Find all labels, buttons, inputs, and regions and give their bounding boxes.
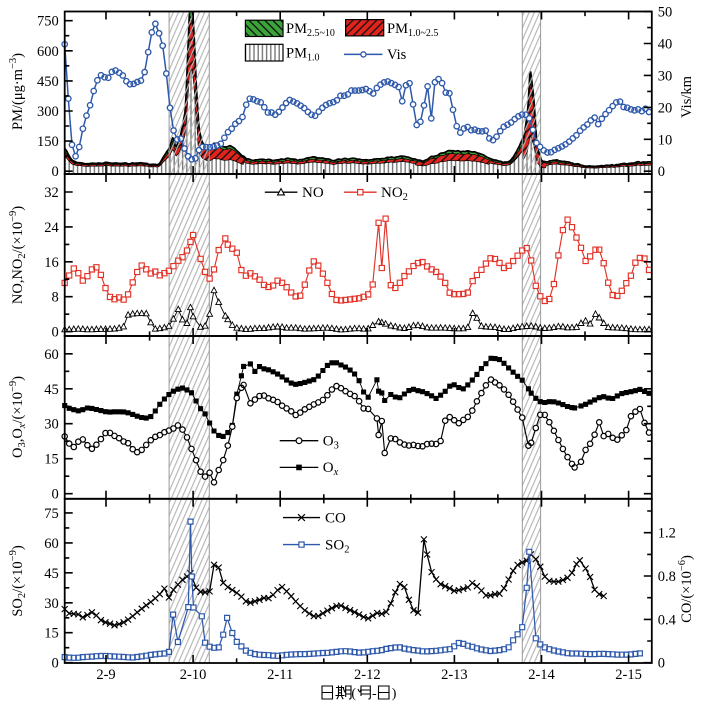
svg-text:50: 50 xyxy=(658,5,673,21)
svg-text:O3,Ox/(×10−9): O3,Ox/(×10−9) xyxy=(8,376,28,458)
svg-text:NO2: NO2 xyxy=(381,185,408,203)
svg-text:PM/(μg·m−3): PM/(μg·m−3) xyxy=(8,53,26,130)
svg-text:40: 40 xyxy=(658,37,673,53)
svg-text:2-15: 2-15 xyxy=(615,667,642,683)
svg-text:750: 750 xyxy=(37,14,59,30)
svg-text:NO: NO xyxy=(302,185,324,201)
svg-text:2-11: 2-11 xyxy=(267,667,293,683)
svg-text:-: - xyxy=(372,687,377,702)
svg-text:75: 75 xyxy=(44,506,59,522)
svg-text:150: 150 xyxy=(37,134,59,150)
svg-text:): ) xyxy=(392,687,397,702)
svg-text:16: 16 xyxy=(44,255,59,271)
svg-text:8: 8 xyxy=(51,290,58,306)
svg-text:450: 450 xyxy=(37,74,59,90)
svg-text:0: 0 xyxy=(51,656,58,672)
svg-text:2-13: 2-13 xyxy=(441,667,468,683)
svg-text:2-9: 2-9 xyxy=(96,667,115,683)
svg-text:0.8: 0.8 xyxy=(658,569,676,585)
svg-text:15: 15 xyxy=(44,626,59,642)
svg-text:0: 0 xyxy=(51,487,58,503)
svg-text:45: 45 xyxy=(44,382,59,398)
svg-text:2-10: 2-10 xyxy=(180,667,207,683)
svg-text:CO: CO xyxy=(325,510,346,526)
svg-text:SO2: SO2 xyxy=(325,537,349,555)
svg-text:15: 15 xyxy=(44,452,59,468)
svg-text:30: 30 xyxy=(44,596,59,612)
svg-text:Vis: Vis xyxy=(387,47,407,63)
svg-text:SO2/(×10−9): SO2/(×10−9) xyxy=(8,545,28,617)
svg-text:60: 60 xyxy=(44,347,59,363)
svg-text:2-14: 2-14 xyxy=(528,667,555,683)
svg-text:300: 300 xyxy=(37,104,59,120)
svg-text:45: 45 xyxy=(44,566,59,582)
svg-text:30: 30 xyxy=(44,417,59,433)
svg-text:0: 0 xyxy=(51,325,58,341)
svg-text:2-12: 2-12 xyxy=(354,667,381,683)
svg-text:600: 600 xyxy=(37,44,59,60)
svg-text:1.2: 1.2 xyxy=(658,526,676,542)
svg-text:0: 0 xyxy=(658,164,665,180)
svg-text:10: 10 xyxy=(658,132,673,148)
svg-text:60: 60 xyxy=(44,536,59,552)
svg-text:0.4: 0.4 xyxy=(658,612,677,628)
svg-text:0: 0 xyxy=(51,164,58,180)
svg-text:32: 32 xyxy=(44,185,59,201)
svg-text:0: 0 xyxy=(658,656,665,672)
svg-text:CO/(×10−6): CO/(×10−6) xyxy=(677,555,695,623)
svg-text:(: ( xyxy=(351,687,356,702)
svg-text:Vis/km: Vis/km xyxy=(679,75,695,118)
svg-text:20: 20 xyxy=(658,100,673,116)
svg-text:24: 24 xyxy=(44,220,59,236)
svg-text:30: 30 xyxy=(658,68,673,84)
svg-text:NO,NO2/(×10−9): NO,NO2/(×10−9) xyxy=(8,206,28,304)
